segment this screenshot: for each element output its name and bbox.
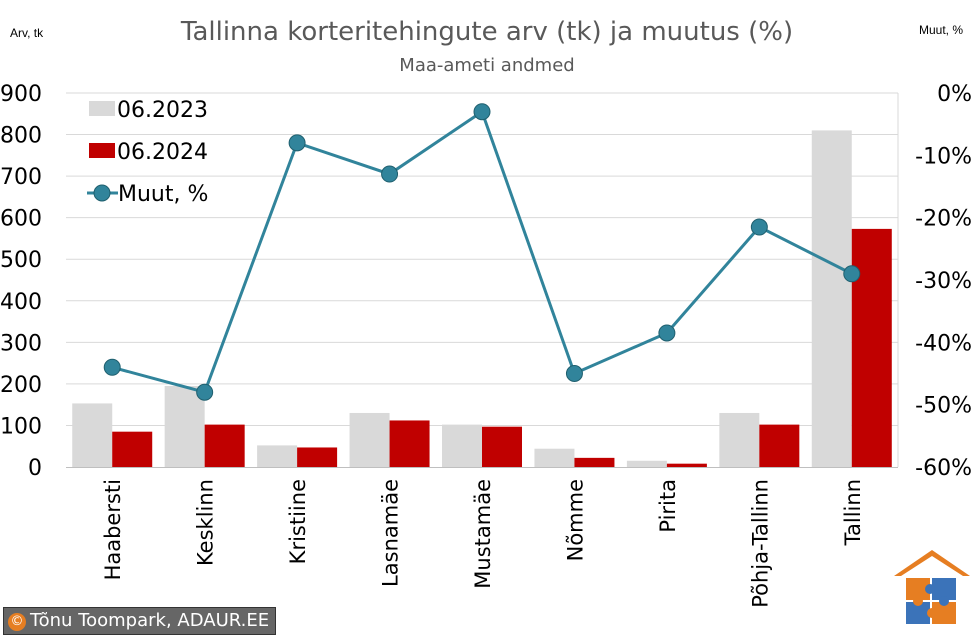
bar-062024-1 [204,424,245,467]
y-axis-ticks: 0 100 200 300 400 500 600 700 800 900 [0,82,42,481]
category-label-2: Kristiine [286,479,310,564]
y2-tick-5: -10% [915,144,972,169]
chart-subtitle: Maa-ameti andmed [399,55,574,76]
bar-062023-8 [811,130,852,467]
change-point-2 [288,134,306,152]
bar-062024-7 [759,424,800,467]
bar-062023-0 [72,403,113,467]
bar-062023-4 [442,424,482,467]
y-tick-7: 700 [0,165,42,190]
y-tick-3: 300 [0,331,42,356]
y-tick-2: 200 [0,373,42,398]
bar-062023-1 [164,385,205,467]
copyright-icon: © [8,613,26,631]
y2-tick-1: -50% [915,394,972,419]
category-label-1: Kesklinn [194,479,218,566]
y-axis-label: Arv, tk [10,26,44,40]
legend-label-change: Muut, % [118,182,208,207]
legend-label-2023: 06.2023 [117,98,208,123]
y-tick-5: 500 [0,248,42,273]
bar-062023-5 [534,448,575,467]
bar-062024-0 [112,431,153,467]
legend: 06.2023 06.2024 Muut, % [87,98,208,207]
y-tick-8: 800 [0,124,42,149]
legend-label-2024: 06.2024 [117,140,208,165]
adaur-logo-icon [894,550,970,624]
change-point-6 [658,324,676,342]
credit-badge: © Tõnu Toompark, ADAUR.EE [3,607,277,635]
category-label-0: Haabersti [101,479,125,580]
y2-tick-0: -60% [915,456,972,481]
bar-062023-7 [719,412,760,467]
bars [72,130,892,467]
change-point-4 [473,103,491,121]
y-tick-4: 400 [0,290,42,315]
y2-tick-2: -40% [915,331,972,356]
change-point-7 [750,218,768,236]
y-tick-9: 900 [0,82,42,107]
change-point-1 [196,383,214,401]
y2-tick-3: -30% [915,269,972,294]
bar-062024-3 [389,420,430,467]
bar-062024-4 [482,426,522,467]
change-point-0 [103,358,121,376]
bar-062024-2 [297,447,338,467]
category-labels: Haabersti Kesklinn Kristiine Lasnamäe Mustam… [101,479,865,608]
category-label-3: Lasnamäe [379,479,403,587]
category-label-4: Mustamäe [471,479,495,589]
change-point-3 [381,165,399,183]
chart-title: Tallinna korteritehingute arv (tk) ja mu… [180,17,793,47]
bar-062023-2 [257,445,298,467]
change-polyline [111,109,853,395]
credit-text: Tõnu Toompark, ADAUR.EE [30,610,270,631]
category-label-7: Põhja-Tallinn [748,479,772,608]
y2-axis-ticks: -60% -50% -40% -30% -20% -10% 0% [915,82,972,481]
change-line [103,103,861,401]
y-tick-6: 600 [0,207,42,232]
change-point-5 [565,365,583,382]
change-point-8 [843,265,861,283]
y-tick-0: 0 [28,456,42,481]
y-tick-1: 100 [0,414,42,439]
legend-swatch-2023 [89,101,115,116]
y2-tick-6: 0% [937,82,972,107]
bar-062023-3 [349,412,390,467]
y2-axis-label: Muut, % [919,23,963,37]
bar-062023-6 [626,460,667,467]
legend-swatch-marker [93,184,111,202]
category-label-5: Nõmme [563,479,587,561]
bar-062024-6 [666,463,707,467]
y2-tick-4: -20% [915,207,972,232]
legend-swatch-2024 [89,143,115,158]
category-label-6: Pirita [656,479,680,533]
category-label-8: Tallinn [841,479,865,546]
bar-062024-5 [574,457,615,467]
bar-062024-8 [851,228,892,467]
